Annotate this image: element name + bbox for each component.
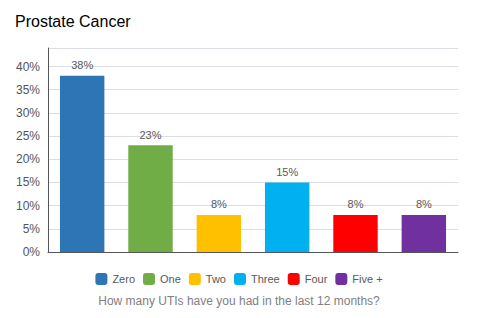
svg-text:5%: 5% — [23, 222, 41, 236]
svg-text:One: One — [160, 273, 181, 285]
svg-text:40%: 40% — [16, 60, 40, 74]
svg-text:8%: 8% — [348, 198, 364, 210]
svg-text:Four: Four — [305, 273, 328, 285]
svg-text:25%: 25% — [16, 129, 40, 143]
svg-text:8%: 8% — [416, 198, 432, 210]
svg-text:30%: 30% — [16, 106, 40, 120]
svg-text:Zero: Zero — [112, 273, 135, 285]
svg-text:20%: 20% — [16, 152, 40, 166]
svg-text:8%: 8% — [211, 198, 227, 210]
svg-text:23%: 23% — [139, 129, 161, 141]
svg-text:15%: 15% — [276, 166, 298, 178]
svg-text:0%: 0% — [23, 245, 41, 259]
svg-text:How many UTIs have you had in: How many UTIs have you had in the last 1… — [98, 294, 380, 308]
svg-text:15%: 15% — [16, 175, 40, 189]
svg-text:Three: Three — [251, 273, 280, 285]
svg-text:Prostate Cancer: Prostate Cancer — [15, 13, 131, 30]
svg-text:38%: 38% — [71, 59, 93, 71]
svg-text:Two: Two — [206, 273, 226, 285]
svg-text:35%: 35% — [16, 83, 40, 97]
svg-text:Five +: Five + — [352, 273, 382, 285]
svg-text:10%: 10% — [16, 199, 40, 213]
